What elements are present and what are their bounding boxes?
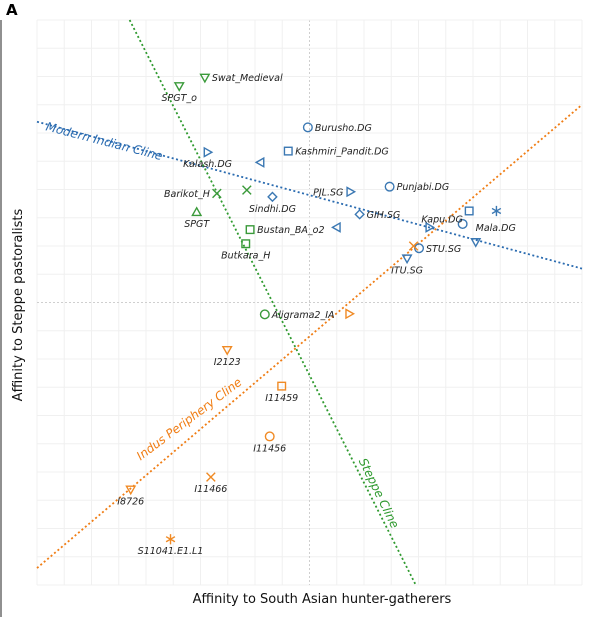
data-point-square bbox=[277, 381, 287, 391]
data-point-x bbox=[408, 241, 419, 251]
data-point-circle bbox=[384, 181, 395, 192]
data-point-x bbox=[242, 185, 252, 195]
point-label: Aligrama2_IA bbox=[271, 310, 335, 321]
data-point-triangle-down bbox=[125, 485, 137, 496]
cline-lines bbox=[36, 19, 583, 586]
data-point-triangle-left bbox=[331, 221, 341, 233]
point-label: SPGT_o bbox=[161, 93, 197, 104]
data-point-circle bbox=[264, 431, 275, 442]
data-point-circle bbox=[457, 218, 468, 229]
point-label: ITU.SG bbox=[391, 265, 423, 276]
data-point-diamond bbox=[354, 209, 365, 220]
data-point-square bbox=[283, 146, 293, 156]
data-point-triangle-right bbox=[345, 308, 356, 320]
point-label: Burusho.DG bbox=[315, 123, 372, 134]
point-label: Sindhi.DG bbox=[249, 204, 296, 215]
data-point-x bbox=[212, 188, 222, 199]
data-points bbox=[125, 73, 502, 545]
data-point-circle bbox=[414, 243, 425, 254]
point-label: Kapu.DG bbox=[421, 214, 462, 225]
x-axis-title: Affinity to South Asian hunter-gatherers bbox=[193, 592, 452, 607]
point-label: STU.SG bbox=[426, 244, 461, 255]
data-point-x bbox=[206, 472, 216, 482]
data-point-triangle-left bbox=[254, 156, 265, 168]
point-label: Kashmiri_Pandit.DG bbox=[295, 147, 389, 158]
point-label: I11466 bbox=[194, 484, 227, 495]
data-point-triangle-down bbox=[173, 82, 185, 92]
point-label: I11456 bbox=[253, 443, 286, 454]
data-point-star bbox=[491, 205, 502, 217]
data-point-triangle-down bbox=[401, 254, 413, 265]
data-point-diamond bbox=[267, 191, 278, 203]
data-point-triangle-up bbox=[191, 206, 203, 217]
panel-letter: A bbox=[6, 1, 18, 19]
point-label: Swat_Medieval bbox=[212, 73, 283, 84]
grid bbox=[36, 19, 583, 586]
data-point-triangle-right bbox=[203, 146, 214, 158]
plot-area: Swat_Medieval SPGT_o Kalash.DG Burusho.DG Ka… bbox=[36, 19, 583, 586]
point-label: Mala.DG bbox=[476, 223, 516, 234]
point-label: Barikot_H bbox=[164, 189, 210, 200]
point-label: Bustan_BA_o2 bbox=[257, 225, 324, 236]
point-label: Kalash.DG bbox=[183, 159, 232, 170]
data-point-star bbox=[165, 534, 176, 545]
data-point-triangle-right bbox=[346, 186, 357, 198]
point-label: S11041.E1.L1 bbox=[138, 546, 204, 557]
point-label: SPGT bbox=[184, 219, 210, 230]
data-point-square bbox=[464, 206, 474, 216]
data-point-square bbox=[245, 225, 255, 235]
y-axis-title: Affinity to Steppe pastoralists bbox=[11, 208, 26, 401]
point-label: I8726 bbox=[117, 497, 144, 508]
data-point-triangle-down bbox=[199, 73, 211, 84]
point-labels: Swat_Medieval SPGT_o Kalash.DG Burusho.DG Ka… bbox=[117, 73, 516, 557]
data-point-triangle-right bbox=[425, 221, 436, 233]
point-label: I11459 bbox=[265, 393, 298, 404]
point-label: PJL.SG bbox=[313, 187, 343, 198]
point-label: I2123 bbox=[214, 357, 241, 368]
point-label: Punjabi.DG bbox=[397, 182, 450, 193]
data-point-square bbox=[241, 239, 251, 249]
data-point-triangle-down bbox=[470, 238, 482, 248]
steppe-cline-line bbox=[128, 19, 417, 586]
data-point-circle bbox=[259, 309, 270, 320]
point-label: GIH.SG bbox=[367, 210, 401, 221]
data-point-triangle-down bbox=[221, 345, 233, 356]
data-point-circle bbox=[302, 122, 313, 133]
point-label: Butkara_H bbox=[221, 251, 270, 262]
